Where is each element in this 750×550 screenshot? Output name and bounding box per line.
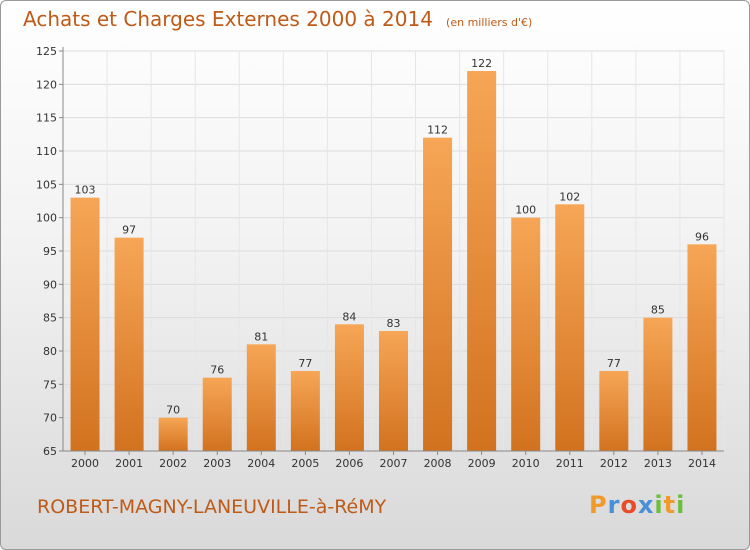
x-tick-label: 2000 (71, 457, 99, 470)
commune-name: ROBERT-MAGNY-LANEUVILLE-à-RéMY (37, 496, 387, 518)
bar-2002 (158, 417, 188, 451)
x-tick-label: 2002 (159, 457, 187, 470)
bar-layer: 103 97 70 76 81 77 84 83 112 122 100 102 77 85 96 (70, 57, 717, 451)
y-tick-label: 110 (36, 145, 57, 158)
bar-2012 (599, 371, 629, 451)
chart-title: Achats et Charges Externes 2000 à 2014 (23, 7, 433, 31)
value-label: 84 (342, 310, 356, 323)
value-label: 122 (471, 57, 492, 70)
x-tick-label: 2006 (335, 457, 363, 470)
logo-letter: i (676, 491, 686, 519)
logo-letter: t (663, 491, 677, 519)
value-label: 83 (387, 317, 401, 330)
title-row: Achats et Charges Externes 2000 à 2014 (… (23, 7, 532, 31)
value-label: 81 (254, 330, 268, 343)
x-tick-label: 2013 (644, 457, 672, 470)
y-tick-label: 80 (43, 345, 57, 358)
value-label: 100 (515, 204, 536, 217)
bar-2001 (114, 237, 144, 451)
logo-letter: o (620, 491, 638, 519)
bar-2004 (246, 344, 276, 451)
bar-2009 (467, 71, 497, 451)
y-tick-label: 70 (43, 412, 57, 425)
y-tick-label: 75 (43, 378, 57, 391)
x-tick-label: 2004 (247, 457, 275, 470)
y-tick-label: 115 (36, 112, 57, 125)
logo-letter: x (637, 491, 655, 519)
bar-2010 (511, 217, 541, 451)
value-label: 77 (298, 357, 312, 370)
logo-letter: P (589, 491, 608, 519)
x-tick-label: 2010 (512, 457, 540, 470)
value-label: 77 (607, 357, 621, 370)
value-label: 96 (695, 230, 709, 243)
x-tick-label: 2008 (424, 457, 452, 470)
y-tick-label: 100 (36, 212, 57, 225)
bar-2007 (379, 331, 408, 451)
bar-2005 (290, 371, 320, 451)
x-tick-label: 2012 (600, 457, 628, 470)
logo-letter: i (654, 491, 664, 519)
proxiti-logo: Proxiti (589, 491, 685, 519)
bar-2013 (643, 317, 673, 451)
y-tick-label: 85 (43, 312, 57, 325)
axis-layer: 65 70 75 80 85 90 95 100 105 110 115 120 125 2000 2001… (36, 45, 724, 470)
value-label: 102 (559, 190, 580, 203)
x-tick-label: 2003 (203, 457, 231, 470)
bar-2003 (202, 377, 232, 451)
y-tick-label: 120 (36, 78, 57, 91)
x-tick-label: 2011 (556, 457, 584, 470)
x-tick-label: 2001 (115, 457, 143, 470)
value-label: 112 (427, 124, 448, 137)
units-label: (en milliers d'€) (446, 16, 533, 29)
bar-2011 (555, 204, 585, 451)
x-tick-label: 2007 (380, 457, 408, 470)
y-tick-label: 105 (36, 178, 57, 191)
y-tick-label: 65 (43, 445, 57, 458)
value-label: 85 (651, 304, 665, 317)
value-label: 70 (166, 404, 180, 417)
x-tick-label: 2009 (468, 457, 496, 470)
value-label: 76 (210, 364, 224, 377)
logo-letter: r (607, 491, 621, 519)
x-tick-label: 2014 (688, 457, 716, 470)
bar-2006 (334, 324, 364, 451)
bar-2014 (687, 244, 717, 451)
value-label: 103 (75, 184, 96, 197)
value-label: 97 (122, 224, 136, 237)
bar-2000 (70, 197, 100, 451)
bar-2008 (423, 137, 453, 451)
y-tick-label: 90 (43, 278, 57, 291)
x-tick-label: 2005 (291, 457, 319, 470)
y-tick-label: 95 (43, 245, 57, 258)
y-tick-label: 125 (36, 45, 57, 58)
